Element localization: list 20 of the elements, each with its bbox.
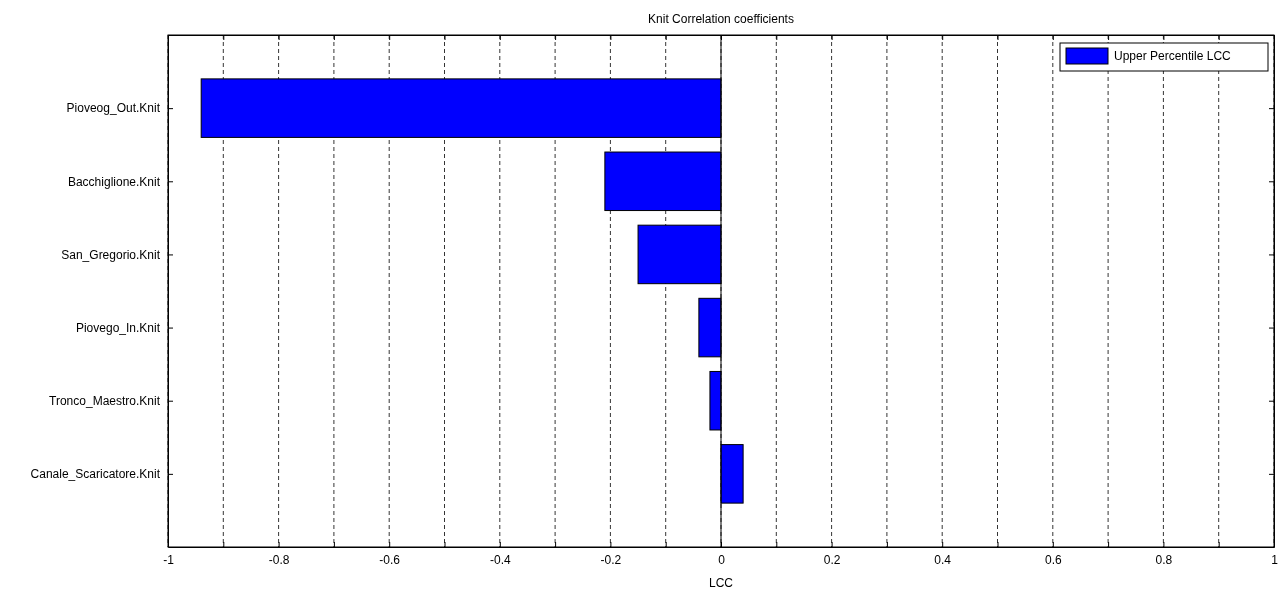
y-tick-label: Canale_Scaricatore.Knit: [30, 467, 161, 482]
x-tick-label: -0.8: [268, 552, 290, 567]
y-tick-label: Bacchiglione.Knit: [67, 174, 161, 189]
x-tick-label: 1: [1271, 552, 1279, 567]
x-tick-label: 0: [718, 552, 726, 567]
x-tick-label: 0.2: [823, 552, 841, 567]
y-tick-label: Tronco_Maestro.Knit: [49, 394, 161, 409]
x-tick-label: 0.8: [1155, 552, 1173, 567]
x-tick-label: -1: [163, 552, 175, 567]
x-tick-label: 0.6: [1044, 552, 1062, 567]
x-tick-label: -0.4: [489, 552, 511, 567]
x-tick-label: -0.6: [379, 552, 401, 567]
x-axis-title: LCC: [708, 576, 734, 589]
chart-title: Knit Correlation coefficients: [648, 12, 794, 26]
y-tick-label: San_Gregorio.Knit: [61, 247, 161, 262]
y-tick-label: Piovego_In.Knit: [75, 320, 161, 335]
y-tick-label: Pioveog_Out.Knit: [66, 101, 161, 116]
legend-label: Upper Percentile LCC: [1114, 49, 1232, 63]
x-tick-label: -0.2: [600, 552, 622, 567]
x-tick-label: 0.4: [934, 552, 952, 567]
